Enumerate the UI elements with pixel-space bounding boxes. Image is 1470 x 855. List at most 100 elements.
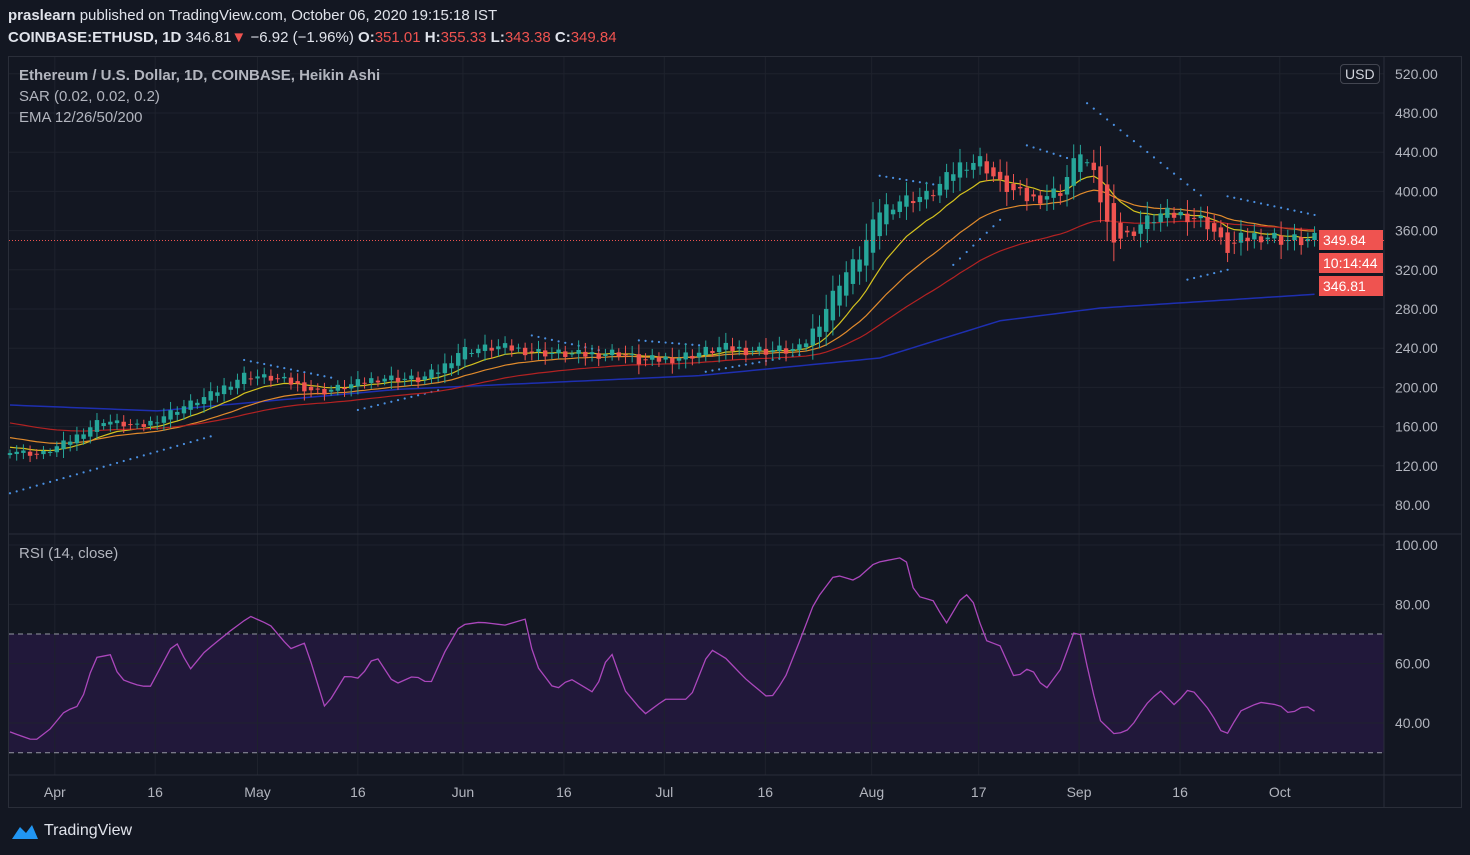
sar-dot <box>323 375 326 378</box>
candle-body <box>496 346 501 350</box>
price-tick-label: 160.00 <box>1395 419 1438 435</box>
candle-body <box>1064 177 1070 195</box>
down-arrow-icon: ▼ <box>231 29 247 46</box>
ema-legend[interactable]: EMA 12/26/50/200 <box>19 109 143 126</box>
candle-body <box>295 381 300 384</box>
candle-body <box>516 347 521 349</box>
close-label: C: <box>554 29 571 46</box>
candle-body <box>623 354 628 356</box>
candle-body <box>161 416 167 423</box>
sar-dot <box>1199 275 1202 278</box>
sar-dot <box>1119 129 1122 132</box>
candle-body <box>469 353 474 355</box>
author[interactable]: praslearn <box>8 7 76 24</box>
candle-body <box>1312 232 1317 241</box>
sar-dot <box>263 362 266 366</box>
candle-body <box>195 402 200 406</box>
candle-body <box>1111 203 1117 243</box>
sar-dot <box>1239 198 1243 201</box>
candle-body <box>1258 236 1264 243</box>
candle-body <box>362 382 367 384</box>
candle-body <box>977 156 983 167</box>
candle-body <box>1165 207 1170 218</box>
candle-body <box>141 424 146 427</box>
candle-body <box>241 372 247 385</box>
sar-dot <box>69 475 72 478</box>
candle-body <box>1292 234 1297 241</box>
candle-body <box>870 219 876 253</box>
candle-body <box>549 353 555 355</box>
candle-body <box>429 369 434 379</box>
candle-body <box>536 349 541 352</box>
candle-body <box>1171 212 1177 218</box>
candle-body <box>449 363 454 369</box>
candle-body <box>1084 162 1090 164</box>
sar-dot <box>1259 202 1263 205</box>
sar-dot <box>958 257 962 260</box>
sar-dot <box>363 407 366 410</box>
sar-dot <box>283 367 286 370</box>
sar-dot <box>1219 270 1222 273</box>
time-tick-label: Sep <box>1067 784 1092 800</box>
sar-dot <box>303 371 306 374</box>
price-tick-label: 360.00 <box>1395 223 1438 239</box>
sar-dot <box>1280 206 1283 209</box>
candle-body <box>1024 187 1030 202</box>
price-tick-label: 480.00 <box>1395 105 1438 121</box>
sar-dot <box>296 369 299 372</box>
sar-dot <box>416 394 420 397</box>
candle-body <box>509 345 514 351</box>
currency-button[interactable]: USD <box>1340 64 1380 84</box>
candle-body <box>1058 193 1063 196</box>
candle-body <box>255 376 260 379</box>
candle-body <box>41 450 46 455</box>
candle-body <box>382 378 387 382</box>
candle-body <box>322 388 327 395</box>
tradingview-cloud-icon <box>12 825 38 839</box>
candle-body <box>797 344 802 350</box>
candle-body <box>790 348 795 351</box>
sar-dot <box>1266 203 1269 206</box>
candle-body <box>181 406 187 414</box>
tradingview-logo[interactable]: TradingView <box>8 821 132 841</box>
price-tick-label: 400.00 <box>1395 183 1438 199</box>
rsi-legend[interactable]: RSI (14, close) <box>19 545 119 562</box>
candle-body <box>877 212 882 237</box>
sar-dot <box>738 364 741 367</box>
candle-body <box>154 422 160 424</box>
candle-body <box>971 162 976 170</box>
candle-body <box>763 348 769 355</box>
candle-body <box>957 162 963 178</box>
sar-dot <box>162 448 165 451</box>
candle-body <box>1011 183 1016 191</box>
sar-dot <box>1039 148 1042 151</box>
sar-dot <box>1045 150 1049 153</box>
sar-dot <box>1152 156 1156 159</box>
candle-body <box>991 167 996 177</box>
sar-legend[interactable]: SAR (0.02, 0.02, 0.2) <box>19 88 160 105</box>
candle-body <box>643 359 648 361</box>
sar-dot <box>102 465 105 468</box>
sar-dot <box>1146 150 1149 154</box>
rsi-tick-label: 80.00 <box>1395 596 1430 612</box>
sar-dot <box>972 244 975 247</box>
candle-body <box>328 389 334 392</box>
last-price-tag: 346.81 <box>1319 276 1383 296</box>
candle-body <box>14 451 19 455</box>
candle-body <box>402 378 407 380</box>
candle-body <box>543 350 548 357</box>
close-value: 349.84 <box>570 29 617 46</box>
sar-dot <box>376 403 380 407</box>
candle-body <box>683 352 688 360</box>
sar-dot <box>370 405 373 408</box>
sar-dot <box>1139 145 1142 148</box>
sar-dot <box>570 343 574 346</box>
sar-dot <box>149 452 152 455</box>
sar-dot <box>1132 140 1136 143</box>
sar-dot <box>196 439 199 442</box>
candle-body <box>335 384 341 391</box>
candle-body <box>262 374 267 378</box>
sar-dot <box>530 334 533 337</box>
sar-dot <box>544 337 547 340</box>
